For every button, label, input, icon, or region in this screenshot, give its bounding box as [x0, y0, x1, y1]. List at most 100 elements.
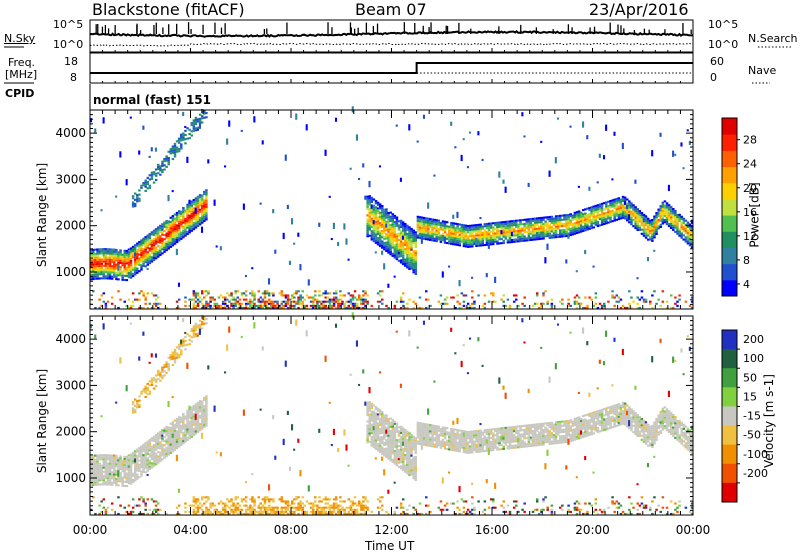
velocity-cell	[123, 476, 126, 479]
velocity-cell	[265, 510, 269, 513]
power-cell	[586, 228, 589, 231]
power-cell	[198, 210, 202, 213]
velocity-cell	[324, 512, 327, 515]
power-cell	[165, 159, 168, 162]
power-cell	[108, 250, 112, 253]
power-cell	[159, 228, 162, 232]
velocity-cell	[203, 496, 206, 499]
velocity-cell	[196, 407, 200, 411]
power-cell	[376, 201, 380, 204]
power-cell	[177, 141, 181, 144]
power-cell	[236, 290, 240, 293]
power-cell	[334, 290, 338, 293]
power-cell	[127, 269, 131, 272]
velocity-cell	[94, 475, 97, 478]
power-cell	[550, 215, 554, 218]
power-cell	[659, 304, 662, 307]
velocity-speckle	[228, 326, 231, 333]
power-cell	[177, 148, 181, 151]
power-cell	[674, 216, 677, 219]
power-cell	[102, 271, 106, 274]
velocity-cell	[169, 356, 173, 359]
power-cell	[106, 248, 110, 251]
power-cell	[401, 250, 405, 253]
power-cell	[146, 244, 150, 248]
power-cell	[389, 246, 392, 250]
power-speckle	[565, 259, 568, 264]
power-cell	[186, 224, 189, 227]
power-cell	[420, 222, 424, 225]
power-cell	[567, 224, 570, 227]
power-speckle	[177, 282, 181, 287]
power-cell	[92, 269, 95, 272]
power-cell	[395, 241, 399, 244]
power-cell	[471, 302, 474, 305]
power-cell	[401, 223, 405, 226]
velocity-cell	[127, 504, 131, 507]
power-cell	[182, 211, 185, 214]
power-cell	[682, 217, 686, 220]
power-cell	[173, 238, 177, 241]
power-cell	[571, 233, 575, 236]
velocity-cell	[259, 510, 263, 513]
power-cell	[196, 302, 200, 305]
power-cell	[569, 227, 572, 230]
power-cell	[351, 298, 355, 301]
velocity-cell	[152, 435, 156, 438]
velocity-cell	[133, 471, 137, 474]
power-speckle	[240, 129, 243, 132]
power-cell	[144, 256, 147, 260]
velocity-cell	[127, 475, 131, 478]
power-cell	[506, 224, 510, 227]
power-cell	[596, 206, 600, 209]
power-cell	[328, 304, 332, 307]
power-cell	[238, 302, 242, 305]
velocity-cell	[314, 504, 317, 507]
power-cell	[586, 218, 589, 221]
power-cell	[154, 304, 158, 307]
velocity-cell	[257, 504, 260, 507]
velocity-cell	[188, 412, 191, 415]
power-cell	[439, 294, 443, 297]
power-cell	[680, 226, 683, 229]
power-cell	[406, 262, 409, 265]
power-cell	[600, 217, 604, 220]
power-cell	[655, 212, 658, 215]
power-cell	[582, 221, 585, 224]
power-cell	[150, 231, 154, 234]
power-cell	[96, 277, 99, 280]
power-cell	[477, 294, 480, 297]
velocity-cell	[253, 508, 256, 511]
power-cell	[163, 246, 166, 249]
velocity-speckle	[175, 454, 178, 462]
power-cell	[651, 225, 654, 228]
power-cell	[623, 196, 627, 199]
velocity-cell	[362, 500, 365, 503]
power-cell	[173, 149, 177, 152]
nsearch-tick-low: 10^0	[708, 38, 739, 51]
power-cell	[546, 232, 549, 235]
power-cell	[401, 254, 405, 257]
power-cell	[196, 300, 200, 303]
power-cell	[372, 235, 376, 239]
power-cell	[184, 222, 187, 225]
power-cell	[406, 243, 409, 246]
power-cell	[376, 220, 380, 223]
power-cell	[540, 304, 543, 307]
power-cell	[351, 304, 355, 307]
power-cell	[630, 212, 633, 215]
power-cell	[391, 238, 394, 241]
power-cell	[154, 250, 158, 254]
power-cell	[416, 226, 420, 229]
velocity-speckle	[102, 323, 105, 330]
power-cell	[458, 223, 461, 226]
power-cell	[535, 223, 539, 226]
power-cell	[462, 240, 466, 243]
power-cell	[653, 236, 656, 239]
velocity-cell	[110, 462, 114, 465]
velocity-cell	[163, 364, 166, 367]
power-cell	[600, 206, 604, 210]
velocity-cell	[146, 467, 150, 470]
power-cell	[665, 218, 669, 221]
power-cell	[159, 226, 162, 229]
